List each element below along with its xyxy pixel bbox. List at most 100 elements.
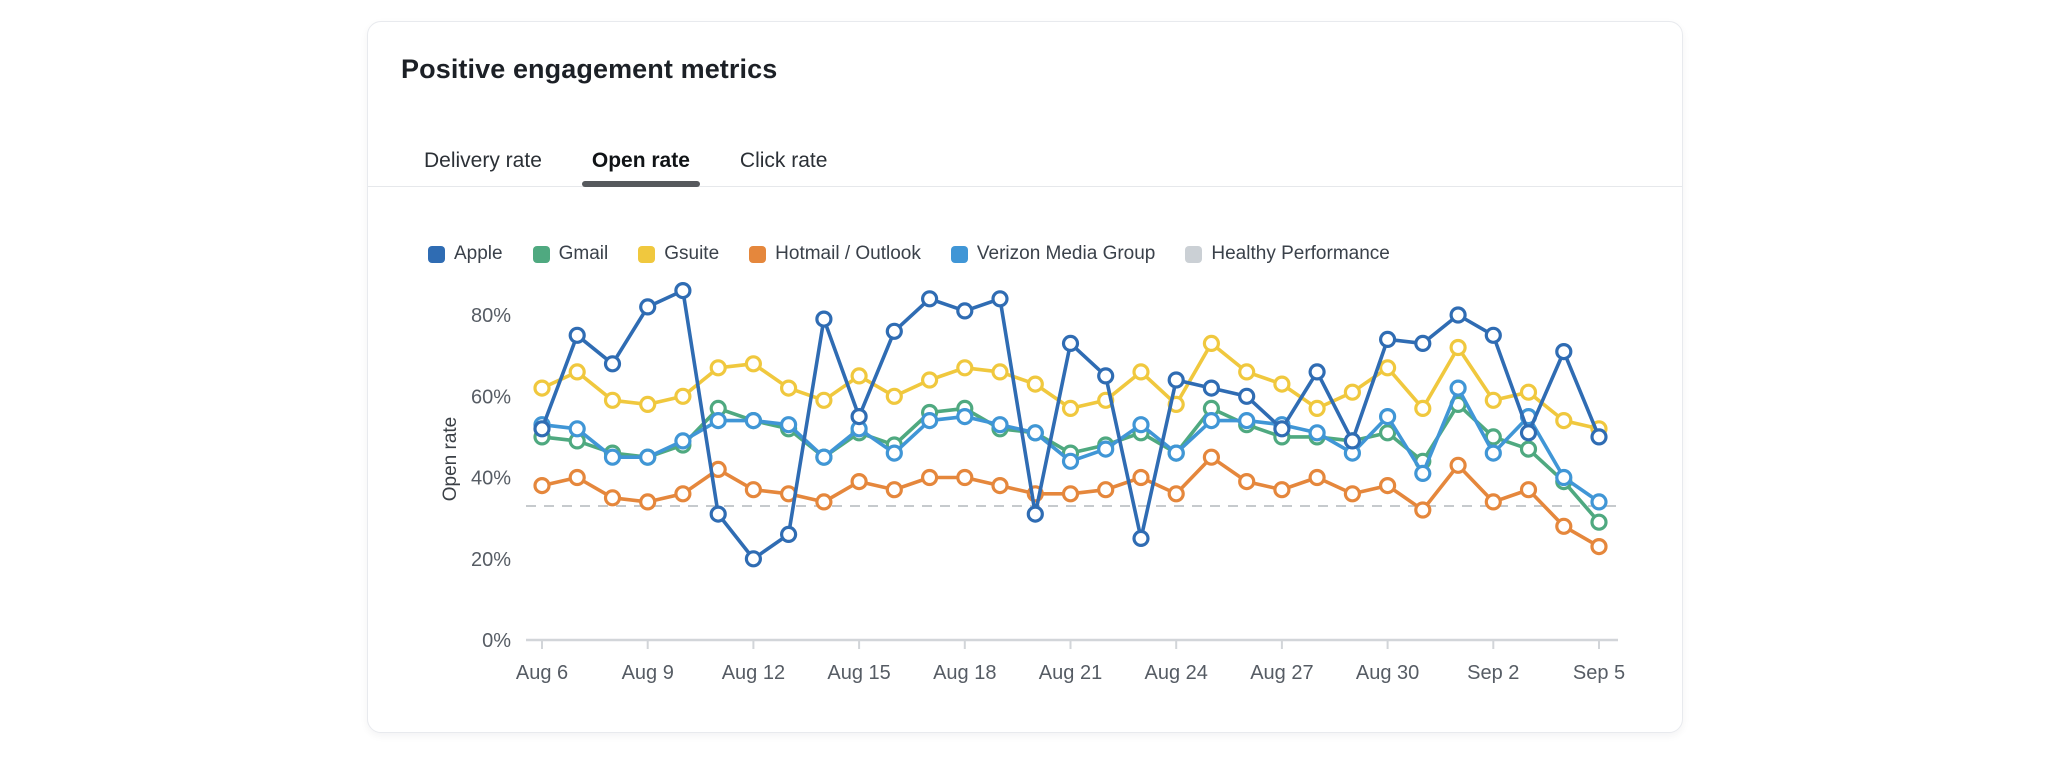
verizon-media-group-point [1097, 440, 1115, 458]
apple-point [603, 355, 622, 373]
apple-point [709, 505, 727, 523]
verizon-media-group-point [991, 416, 1009, 434]
legend-label: Gsuite [664, 243, 720, 264]
legend-label: Healthy Performance [1211, 243, 1390, 264]
gsuite-color-chip-icon [638, 245, 656, 263]
gsuite-point [1449, 338, 1467, 357]
x-tick-label: Aug 12 [722, 662, 785, 684]
apple-point [674, 282, 692, 300]
verizon-media-group-point [1484, 444, 1502, 462]
y-tick-label: 20% [471, 549, 511, 571]
hotmail-outlook-point [1414, 501, 1432, 519]
gsuite-point [1555, 412, 1573, 430]
apple-point [1555, 342, 1573, 361]
hotmail-outlook-point [1238, 473, 1256, 491]
verizon-media-group-point [1061, 452, 1080, 470]
apple-color-chip-icon [428, 245, 445, 263]
legend-item-gmail[interactable]: Gmail [532, 243, 609, 265]
gsuite-point [920, 371, 939, 389]
apple-point [1167, 371, 1185, 389]
hotmail-outlook-point [639, 493, 657, 511]
chart-area: Aug 6 Aug 9 Aug 12 Aug 15 Aug 18 Aug 21 Aug 24… [368, 277, 1682, 707]
hotmail-outlook-point [885, 481, 903, 499]
hotmail-outlook-point [1378, 477, 1397, 495]
gsuite-point [1343, 383, 1362, 401]
gsuite-point [1238, 363, 1256, 381]
legend-label: Gmail [558, 243, 609, 264]
gsuite-point [639, 395, 657, 414]
gmail-point [1519, 440, 1538, 458]
x-tick-label: Aug 18 [933, 662, 996, 684]
gsuite-point [991, 363, 1009, 381]
verizon-media-group-point [1590, 493, 1608, 511]
apple-point [1061, 334, 1080, 353]
hotmail-outlook-point [850, 473, 868, 491]
x-tick-label: Sep 5 [1573, 662, 1625, 684]
gsuite-point [1132, 363, 1150, 381]
apple-point [744, 550, 762, 568]
gsuite-point [1519, 383, 1538, 401]
hotmail-outlook-point [1273, 481, 1291, 499]
verizon-media-group-point [639, 448, 657, 466]
legend-item-apple[interactable]: Apple [428, 243, 503, 265]
hotmail-outlook-point [1519, 481, 1538, 499]
apple-point [1378, 330, 1397, 349]
apple-point [639, 298, 657, 316]
legend-label: Apple [454, 243, 503, 264]
legend-item-gsuite[interactable]: Gsuite [638, 243, 719, 265]
gsuite-point [1308, 399, 1326, 417]
engagement-metrics-card: Positive engagement metrics Delivery rat… [367, 21, 1683, 733]
apple-point [850, 408, 868, 426]
apple-point [533, 420, 551, 438]
apple-point [780, 525, 798, 543]
tab-click-rate[interactable]: Click rate [739, 149, 828, 172]
verizon-media-group-point [1308, 424, 1326, 442]
tab-delivery-rate[interactable]: Delivery rate [424, 149, 542, 172]
hotmail-outlook-point [1555, 517, 1573, 535]
apple-point [885, 322, 903, 340]
gsuite-point [1061, 399, 1080, 417]
hotmail-outlook-point [603, 489, 622, 507]
verizon-media-group-point [744, 412, 762, 430]
apple-point [1026, 505, 1044, 523]
x-tick-label: Aug 30 [1356, 662, 1419, 684]
gsuite-point [674, 387, 692, 405]
gsuite-point [603, 391, 622, 409]
tab-open-rate[interactable]: Open rate [581, 149, 700, 187]
gsuite-point [850, 367, 868, 385]
apple-point [1273, 420, 1291, 438]
gsuite-point [885, 387, 903, 405]
verizon-media-group-point [1238, 412, 1256, 430]
hotmail-outlook-point [1449, 456, 1467, 474]
legend-item-healthy-performance[interactable]: Healthy Performance [1185, 243, 1390, 265]
hotmail-outlook-point [1484, 493, 1502, 511]
gsuite-point [1026, 375, 1044, 393]
verizon-media-group-point [568, 420, 586, 438]
open-rate-line-chart: Aug 6 Aug 9 Aug 12 Aug 15 Aug 18 Aug 21 Aug 24… [440, 282, 1625, 684]
gmail-point [1590, 513, 1608, 531]
apple-point [1308, 363, 1326, 381]
verizon-media-group-point [603, 448, 622, 466]
hotmail-outlook-point [956, 468, 974, 487]
apple-point [1590, 428, 1608, 446]
verizon-media-group-point [885, 444, 903, 462]
apple-point [1414, 334, 1432, 353]
legend-label: Hotmail / Outlook [775, 243, 921, 264]
card-title: Positive engagement metrics [401, 54, 778, 84]
series-gsuite [533, 334, 1608, 438]
x-tick-label: Aug 15 [827, 662, 890, 684]
tabs-row: Delivery rate Open rate Click rate [368, 149, 1682, 187]
x-tick-label: Sep 2 [1467, 662, 1519, 684]
gsuite-point [1414, 399, 1432, 417]
hotmail-outlook-point [1061, 485, 1080, 503]
legend-item-hotmail-outlook[interactable]: Hotmail / Outlook [749, 243, 921, 265]
hotmail-outlook-point [744, 481, 762, 499]
hotmail-outlook-point [1167, 485, 1185, 503]
apple-point [920, 290, 939, 308]
x-tick-label: Aug 9 [622, 662, 674, 684]
y-tick-label: 40% [471, 468, 511, 490]
gsuite-point [568, 363, 586, 381]
hotmail-outlook-point [1590, 538, 1608, 556]
hotmail-outlook-point [533, 477, 551, 495]
legend-item-verizon-media-group[interactable]: Verizon Media Group [950, 243, 1155, 265]
